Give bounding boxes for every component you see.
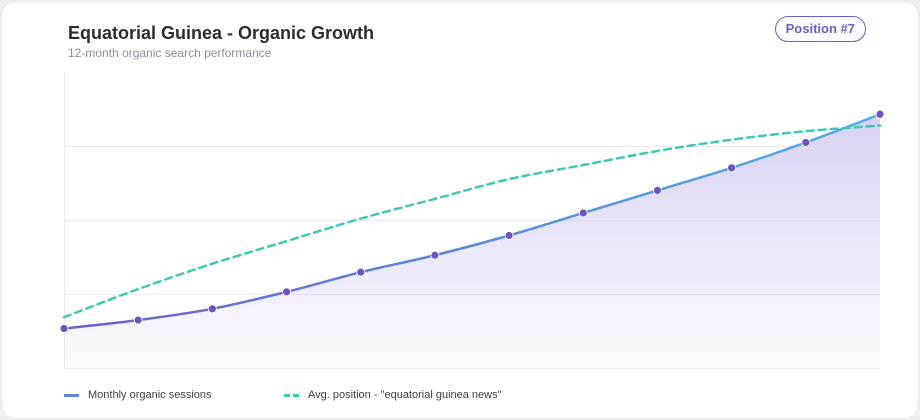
data-point-0-5 <box>430 250 440 260</box>
data-point-0-2 <box>207 304 217 314</box>
area-fill-layer <box>64 114 880 369</box>
legend-label-sessions: Monthly organic sessions <box>88 389 212 401</box>
legend-swatch-position <box>284 393 299 397</box>
data-point-0-1 <box>133 315 143 325</box>
data-point-0-3 <box>282 287 291 297</box>
legend-item-sessions[interactable]: Monthly organic sessions <box>64 389 212 401</box>
series-line-0 <box>62 113 882 330</box>
series-area-0 <box>64 114 880 369</box>
chart-subtitle: 12-month organic search performance <box>68 46 272 60</box>
data-point-0-6 <box>504 231 514 240</box>
legend-swatch-sessions <box>64 393 79 397</box>
series-lines <box>62 113 882 330</box>
position-badge: Position #7 <box>774 16 866 42</box>
data-point-0-8 <box>653 185 662 195</box>
data-point-0-7 <box>578 208 588 218</box>
data-point-0-9 <box>727 163 737 173</box>
data-point-0-10 <box>801 138 811 147</box>
series-line-1 <box>62 124 882 319</box>
chart-title: Equatorial Guinea - Organic Growth <box>68 23 375 43</box>
legend-item-position[interactable]: Avg. position - "equatorial guinea news" <box>284 389 502 401</box>
data-points <box>59 109 885 333</box>
data-point-0-11 <box>875 109 885 119</box>
data-point-0-4 <box>356 267 366 277</box>
legend-label-position: Avg. position - "equatorial guinea news" <box>308 389 502 401</box>
data-point-0-0 <box>59 324 69 333</box>
